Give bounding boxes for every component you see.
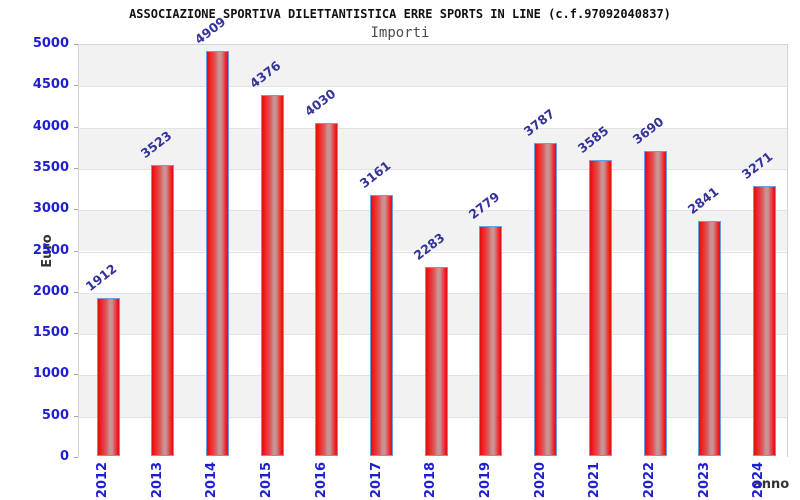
x-tick-label: 2012 bbox=[95, 461, 110, 499]
plot-band bbox=[79, 86, 787, 128]
y-tick-mark bbox=[74, 250, 78, 252]
bar-2024 bbox=[752, 185, 776, 456]
x-tick-label: 2020 bbox=[532, 461, 548, 499]
y-tick-label: 5000 bbox=[32, 36, 69, 51]
y-tick-mark bbox=[74, 333, 78, 335]
chart-subtitle: Importi bbox=[370, 25, 430, 41]
y-tick-mark bbox=[74, 209, 78, 211]
x-tick-label: 2015 bbox=[259, 461, 275, 499]
chart-title: ASSOCIAZIONE SPORTIVA DILETTANTISTICA ER… bbox=[129, 7, 671, 21]
gridline bbox=[79, 127, 787, 129]
plot-area bbox=[78, 44, 788, 458]
x-axis-title: anno bbox=[753, 477, 790, 492]
plot-band bbox=[79, 168, 787, 211]
bar-2022 bbox=[643, 151, 667, 456]
y-tick-mark bbox=[74, 415, 78, 417]
y-tick-label: 3500 bbox=[32, 159, 69, 175]
plot-band bbox=[79, 127, 787, 169]
y-tick-label: 0 bbox=[59, 449, 69, 464]
y-tick-label: 500 bbox=[41, 407, 69, 423]
y-tick-label: 1500 bbox=[32, 325, 69, 341]
y-tick-label: 2000 bbox=[32, 283, 69, 299]
y-tick-label: 4500 bbox=[32, 77, 69, 93]
x-tick-label: 2019 bbox=[477, 461, 493, 499]
y-tick-label: 4000 bbox=[32, 118, 69, 134]
x-tick-label: 2024 bbox=[751, 461, 767, 499]
y-tick-label: 1000 bbox=[32, 366, 69, 382]
y-tick-label: 3000 bbox=[32, 201, 69, 217]
x-tick-label: 2023 bbox=[696, 461, 712, 499]
y-tick-mark bbox=[74, 167, 78, 169]
bar-2023 bbox=[698, 221, 722, 456]
plot-band bbox=[79, 45, 787, 87]
bar-2017 bbox=[370, 194, 393, 456]
bar-2016 bbox=[315, 123, 339, 456]
x-tick-label: 2014 bbox=[204, 461, 220, 499]
gridline bbox=[79, 251, 787, 253]
bar-2020 bbox=[534, 143, 558, 456]
x-tick-label: 2016 bbox=[313, 461, 329, 499]
bar-2015 bbox=[260, 94, 284, 456]
y-tick-mark bbox=[74, 291, 78, 293]
y-tick-mark bbox=[74, 85, 78, 87]
x-tick-label: 2018 bbox=[423, 461, 439, 499]
y-tick-label: 2500 bbox=[32, 242, 69, 258]
x-tick-label: 2017 bbox=[368, 461, 384, 499]
bar-2014 bbox=[205, 50, 229, 456]
plot-band bbox=[79, 210, 787, 252]
x-tick-label: 2022 bbox=[642, 461, 657, 499]
y-tick-mark bbox=[74, 457, 78, 458]
x-tick-label: 2021 bbox=[587, 461, 603, 499]
gridline bbox=[79, 210, 787, 212]
y-tick-mark bbox=[74, 374, 78, 376]
y-tick-mark bbox=[74, 126, 78, 128]
y-tick-mark bbox=[74, 44, 78, 45]
gridline bbox=[79, 86, 787, 88]
bar-2021 bbox=[588, 159, 612, 456]
bar-2019 bbox=[479, 226, 503, 456]
gridline bbox=[79, 168, 787, 170]
x-tick-label: 2013 bbox=[149, 461, 165, 499]
bar-2012 bbox=[96, 298, 120, 456]
bar-2013 bbox=[151, 165, 175, 456]
bar-2018 bbox=[424, 267, 448, 456]
